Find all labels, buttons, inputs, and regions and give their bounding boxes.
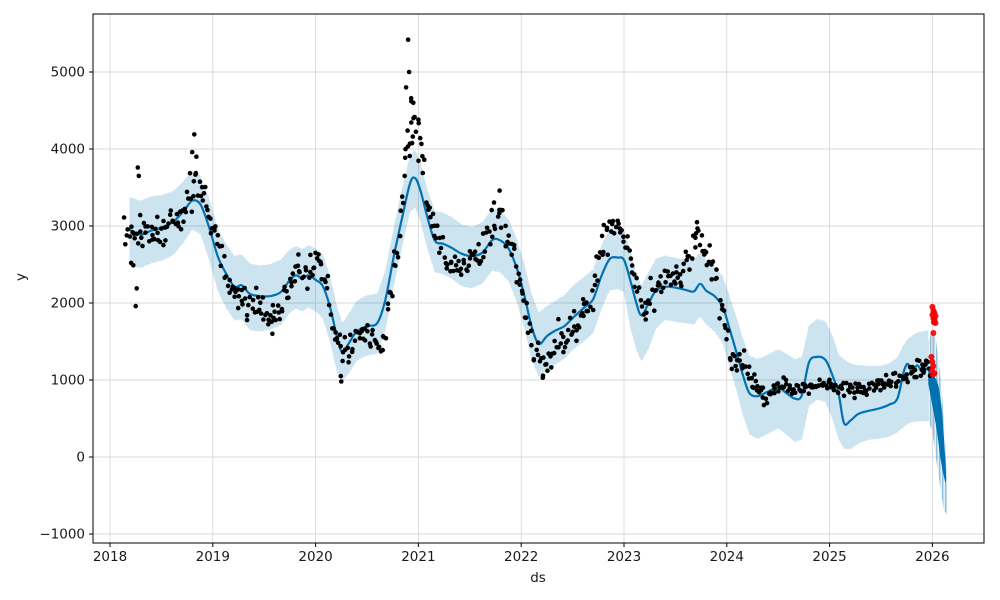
y-tick-label: 4000 [51, 142, 85, 158]
y-axis-label: y [13, 273, 29, 281]
y-tick-labels: −1000 0 1000 2000 3000 4000 5000 [39, 65, 85, 543]
y-tick-label: 1000 [51, 373, 85, 389]
x-tick-label: 2023 [607, 549, 641, 565]
x-tick-label: 2024 [710, 549, 744, 565]
trend-line [128, 176, 930, 426]
plot-area [121, 37, 948, 516]
x-tick-label: 2022 [504, 549, 538, 565]
x-tick-label: 2019 [196, 549, 230, 565]
observed-points [121, 37, 933, 408]
anomaly-points [928, 303, 939, 378]
x-tick-label: 2026 [915, 549, 949, 565]
uncertainty-band [129, 150, 929, 450]
x-tick-label: 2025 [812, 549, 846, 565]
x-tick-labels: 2018 2019 2020 2021 2022 2023 2024 2025 2026 [93, 549, 950, 565]
x-tick-label: 2020 [298, 549, 332, 565]
y-tick-label: 0 [76, 450, 85, 466]
y-tick-label: 5000 [51, 65, 85, 81]
y-tick-label: 3000 [51, 219, 85, 235]
x-tick-label: 2021 [401, 549, 435, 565]
forecast-blob [928, 369, 947, 483]
axes-spines [92, 13, 985, 544]
x-tick-label: 2018 [93, 549, 127, 565]
grid-lines [93, 14, 984, 543]
y-tick-label: −1000 [39, 527, 85, 543]
axis-ticks [89, 71, 933, 547]
x-axis-label: ds [530, 570, 546, 586]
y-tick-label: 2000 [51, 296, 85, 312]
